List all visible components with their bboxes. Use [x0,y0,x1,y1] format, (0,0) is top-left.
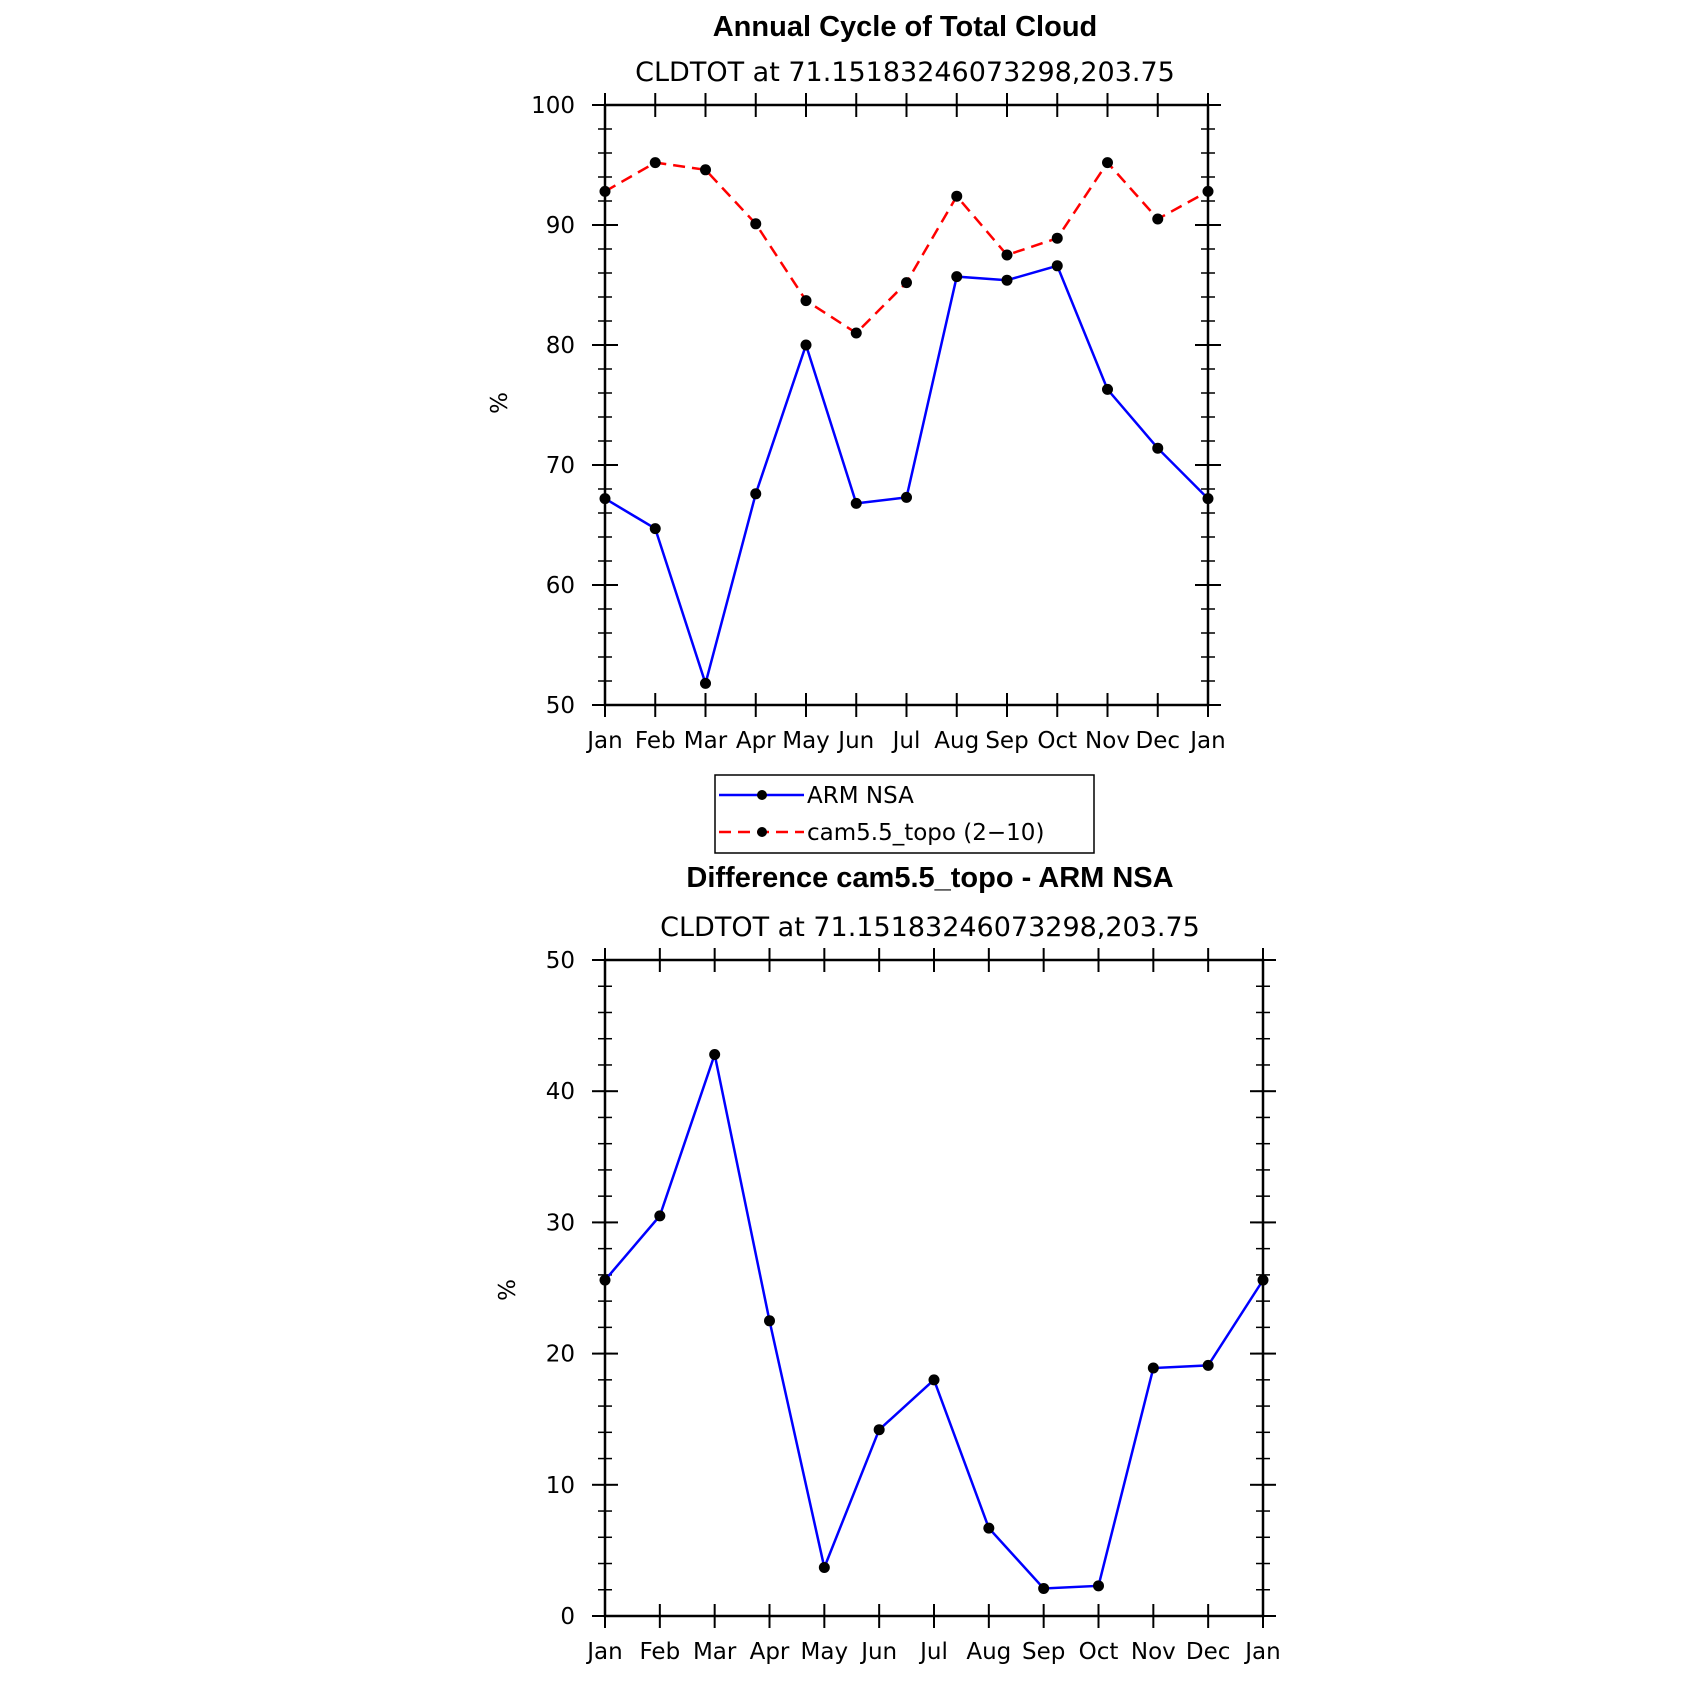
bottom-chart-series-0-point [983,1522,995,1534]
bottom-chart-x-tick-label: Nov [1131,1639,1176,1665]
top-chart-series-1-point [850,327,862,339]
top-chart-x-tick-label: Nov [1085,728,1130,754]
bottom-chart-series-0-point [1093,1580,1104,1592]
top-chart-y-tick-label: 100 [531,93,575,119]
top-chart-series-0-point [901,491,912,503]
bottom-chart-series-0-point [599,1274,611,1286]
top-chart-y-axis-label: % [487,392,513,414]
bottom-chart-series-0-point [709,1048,721,1060]
bottom-chart-x-tick-label: Oct [1079,1639,1119,1665]
top-chart-y-tick-label: 50 [546,693,575,719]
top-chart-series-line-0 [604,264,1209,688]
bottom-chart-series-0-point [1202,1359,1214,1371]
bottom-chart-title: Difference cam5.5_topo - ARM NSA [686,862,1173,894]
top-chart-x-tick-label: Apr [736,728,776,754]
bottom-chart-x-tick-label: Aug [966,1639,1011,1665]
top-chart-series-1-point [951,190,963,202]
bottom-chart-x-tick-label: Jan [1243,1639,1280,1665]
bottom-chart-series-0-point [873,1424,885,1436]
top-chart-series-line-1 [604,160,1209,335]
top-chart: Annual Cycle of Total Cloud CLDTOT at 71… [487,11,1226,754]
top-chart-x-tick-label: Oct [1037,728,1077,754]
top-chart-series-0-point [951,271,963,283]
top-chart-series-0-point [1001,274,1013,286]
bottom-chart-subtitle: CLDTOT at 71.15183246073298,203.75 [660,912,1200,943]
top-chart-x-tick-label: Jul [891,728,921,754]
top-chart-series-0-point [649,523,661,535]
top-chart-series-1-point [599,185,611,197]
top-chart-series-1-point [800,295,812,307]
top-chart-x-tick-label: Sep [985,728,1028,754]
top-chart-series-0-point [800,339,812,351]
top-chart-x-tick-label: Dec [1135,728,1180,754]
top-chart-title: Annual Cycle of Total Cloud [713,11,1098,43]
bottom-chart-series-0-point [1038,1582,1050,1594]
bottom-chart-x-tick-label: May [801,1639,849,1665]
top-chart-series-1-point [1202,185,1214,197]
top-chart-x-tick-label: Feb [635,728,676,754]
bottom-chart-series-0-point [1257,1274,1269,1286]
bottom-chart-series-0-point [654,1210,666,1222]
top-chart-x-tick-label: Mar [684,728,728,754]
bottom-chart-plot-frame [603,958,1265,1618]
top-chart-series-0-point [700,677,711,689]
top-chart-x-tick-label: Jan [1188,728,1225,754]
legend-marker-arm-nsa [757,790,767,800]
bottom-chart-x-tick-label: Jul [918,1639,948,1665]
top-chart-x-tick-label: Jan [585,728,622,754]
bottom-chart-series-0-point [818,1561,830,1573]
top-chart-series-0-point [1152,442,1164,454]
top-chart-series-0-point [850,497,862,509]
bottom-chart-x-tick-label: Jun [859,1639,897,1665]
top-chart-x-tick-label: Aug [934,728,979,754]
top-chart-subtitle: CLDTOT at 71.15183246073298,203.75 [635,57,1175,88]
bottom-chart-x-tick-label: Jan [585,1639,622,1665]
top-chart-y-tick-label: 60 [546,573,575,599]
bottom-chart-series-0-point [928,1374,940,1386]
top-chart-y-tick-label: 90 [546,213,575,239]
legend-label-cam: cam5.5_topo (2−10) [807,820,1044,846]
top-chart-plot-frame [603,103,1210,707]
top-chart-series-1-point [1001,249,1013,261]
top-chart-series-1-point [700,164,711,176]
bottom-chart-x-tick-label: Feb [639,1639,680,1665]
legend-marker-cam [757,827,767,837]
bottom-chart-y-tick-label: 50 [546,948,575,974]
bottom-chart-series-0-point [1147,1362,1159,1374]
bottom-chart-x-tick-label: Mar [693,1639,737,1665]
legend: ARM NSA cam5.5_topo (2−10) [714,774,1095,854]
top-chart-series-1-point [750,218,762,230]
top-chart-series-0-point [750,488,762,500]
bottom-chart: Difference cam5.5_topo - ARM NSA CLDTOT … [495,862,1281,1665]
bottom-chart-y-axis-label: % [495,1279,521,1301]
top-chart-x-tick-label: Jun [836,728,874,754]
bottom-chart-x-tick-label: Dec [1186,1639,1231,1665]
bottom-chart-series-line-0 [604,1049,1265,1590]
top-chart-y-tick-label: 80 [546,333,575,359]
top-chart-x-tick-label: May [782,728,830,754]
legend-box [714,774,1095,854]
top-chart-series-1-point [1152,213,1164,225]
top-chart-series-0-point [599,493,611,505]
bottom-chart-y-tick-label: 40 [546,1079,575,1105]
bottom-chart-series-0-point [764,1315,775,1327]
bottom-chart-y-tick-label: 10 [546,1473,575,1499]
top-chart-series-1-point [649,157,661,169]
bottom-chart-y-tick-label: 0 [560,1604,575,1630]
top-chart-series-1-point [1102,157,1113,169]
top-chart-series-0-point [1202,493,1214,505]
top-chart-series-0-point [1102,383,1113,395]
top-chart-series-1-point [1051,232,1063,244]
legend-label-arm-nsa: ARM NSA [807,783,914,809]
bottom-chart-x-tick-label: Apr [750,1639,790,1665]
top-chart-y-tick-label: 70 [546,453,575,479]
top-chart-series-1-point [901,277,912,289]
top-chart-series-0-point [1051,260,1063,272]
bottom-chart-y-tick-label: 20 [546,1342,575,1368]
bottom-chart-x-tick-label: Sep [1022,1639,1065,1665]
bottom-chart-y-tick-label: 30 [546,1210,575,1236]
